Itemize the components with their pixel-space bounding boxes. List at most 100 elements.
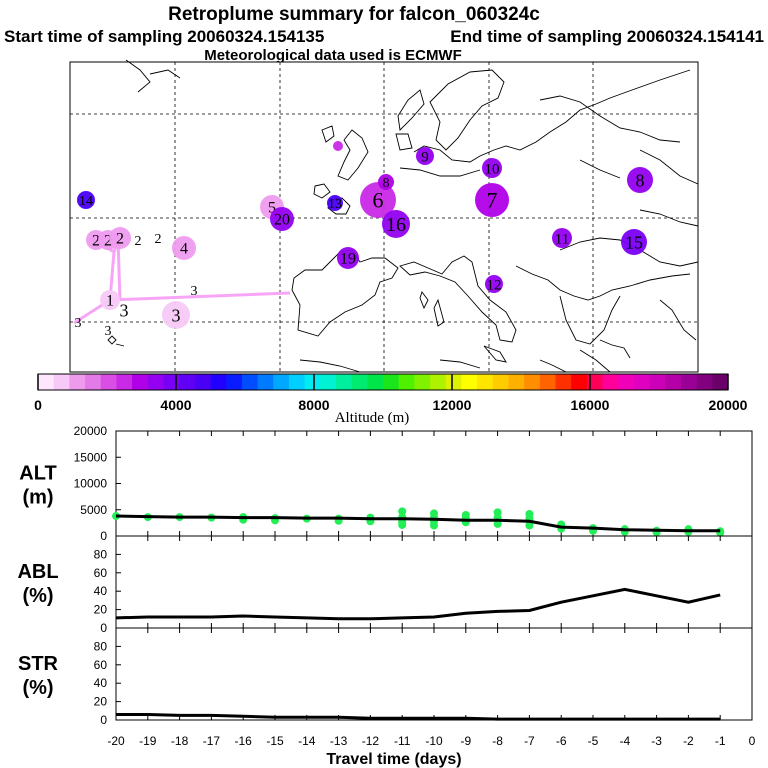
- colorbar-swatch: [712, 374, 729, 390]
- colorbar-swatch: [430, 374, 447, 390]
- title-met-data: Meteorological data used is ECMWF: [204, 47, 462, 64]
- colorbar-tick-label: 20000: [709, 397, 748, 413]
- colorbar-swatch: [398, 374, 415, 390]
- colorbar-swatch: [351, 374, 368, 390]
- plume-label: 7: [487, 188, 498, 213]
- colorbar-swatch: [524, 374, 541, 390]
- title-end-time: End time of sampling 20060324.154141: [450, 27, 764, 46]
- x-tick-label: -11: [394, 734, 411, 748]
- colorbar-tick-label: 8000: [298, 397, 329, 413]
- plume-circle: [382, 210, 410, 238]
- plume-label: 2: [92, 233, 100, 250]
- colorbar-swatch: [383, 374, 400, 390]
- plume-label: 14: [79, 194, 93, 209]
- plume-circle: [482, 158, 502, 178]
- scatter-point: [398, 507, 407, 516]
- plume-circle: [378, 174, 394, 190]
- scatter-point: [525, 521, 534, 530]
- y-tick-label: 0: [100, 621, 107, 635]
- plume-label: 12: [487, 277, 502, 293]
- colorbar-swatch: [477, 374, 494, 390]
- x-tick-label: -19: [139, 734, 157, 748]
- colorbar-swatch: [304, 374, 321, 390]
- colorbar-swatch: [53, 374, 70, 390]
- colorbar-swatch: [69, 374, 86, 390]
- x-tick-label: -7: [524, 734, 535, 748]
- colorbar-swatch: [335, 374, 353, 390]
- x-tick-label: -2: [683, 734, 694, 748]
- colorbar-swatch: [555, 374, 572, 390]
- y-axis-unit: (%): [22, 585, 53, 607]
- colorbar-swatch: [618, 374, 635, 390]
- plume-label: 2: [155, 232, 162, 247]
- colorbar-swatch: [665, 374, 682, 390]
- panel-alt: 0 5000 10000 15000 20000 ALT(m): [19, 424, 753, 543]
- y-axis-label: STR: [18, 653, 59, 675]
- colorbar-swatch: [241, 374, 259, 390]
- y-tick-label: 60: [94, 658, 108, 672]
- y-tick-label: 0: [100, 529, 107, 543]
- colorbar-swatch: [85, 374, 102, 390]
- plume-label: 9: [421, 149, 429, 165]
- plume-label: 13: [328, 197, 342, 212]
- colorbar-swatch: [132, 374, 149, 390]
- plume-circle: [333, 141, 343, 151]
- scatter-point: [430, 521, 438, 530]
- colorbar-swatch: [445, 374, 462, 390]
- colorbar-swatch: [210, 374, 227, 390]
- y-axis-label: ABL: [17, 561, 58, 583]
- colorbar-swatch: [288, 374, 306, 390]
- plume-circle: [327, 195, 343, 211]
- colorbar-tick-label: 12000: [433, 397, 472, 413]
- colorbar-swatch: [226, 374, 243, 390]
- x-tick-label: -1: [715, 734, 726, 748]
- plume-label: 15: [625, 232, 643, 252]
- series-line: [115, 587, 721, 621]
- x-tick-label: -6: [556, 734, 567, 748]
- colorbar-swatch: [586, 374, 604, 390]
- panel-frame: [115, 535, 753, 629]
- colorbar-swatch: [257, 374, 274, 390]
- x-tick-label: -3: [651, 734, 662, 748]
- x-tick-label: -14: [298, 734, 316, 748]
- y-tick-label: 20000: [74, 424, 108, 438]
- y-axis-unit: (%): [22, 677, 53, 699]
- colorbar-swatch: [492, 374, 509, 390]
- colorbar-swatch: [414, 374, 431, 390]
- x-tick-label: -17: [203, 734, 221, 748]
- plume-label: 3: [172, 305, 181, 325]
- plume-circle: [77, 191, 95, 209]
- plume-label: 2: [104, 233, 112, 250]
- x-tick-label: -18: [171, 734, 189, 748]
- panel-abl: 0 20 40 60 80 ABL(%): [17, 535, 753, 635]
- plume-label: 10: [485, 161, 500, 177]
- x-axis-label: Travel time (days): [326, 751, 461, 768]
- plume-label: 8: [383, 176, 390, 191]
- plume-circle: [485, 275, 503, 293]
- colorbar-swatch: [680, 374, 698, 390]
- plume-circle: [621, 229, 647, 255]
- y-tick-label: 20: [94, 695, 108, 709]
- colorbar-swatch: [116, 374, 133, 390]
- x-tick-label: -20: [107, 734, 125, 748]
- plume-label: 4: [180, 241, 188, 258]
- plume-circle: [270, 207, 294, 231]
- y-tick-label: 15000: [74, 450, 108, 464]
- y-tick-label: 20: [94, 603, 108, 617]
- plume-label: 2: [135, 234, 142, 249]
- x-tick-label: -16: [235, 734, 253, 748]
- title-start-time: Start time of sampling 20060324.154135: [4, 27, 324, 46]
- x-tick-label: -15: [266, 734, 284, 748]
- plume-circle: [337, 247, 359, 269]
- plume-label: 3: [120, 300, 129, 320]
- x-tick-label: -5: [588, 734, 599, 748]
- colorbar-tick-label: 4000: [160, 397, 191, 413]
- series-line: [115, 514, 721, 533]
- plume-label: 3: [191, 284, 198, 299]
- scatter-point: [493, 519, 502, 528]
- colorbar-swatch: [179, 374, 196, 390]
- plume-circle: [416, 147, 434, 165]
